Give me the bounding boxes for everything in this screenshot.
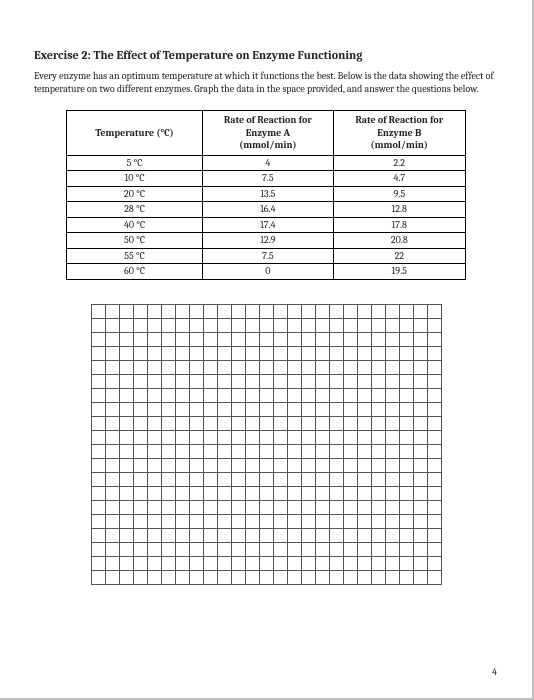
table-row: 40 °C17.417.8 — [67, 217, 465, 233]
table-header: Rate of Reaction forEnzyme A(mmol/min) — [202, 111, 333, 156]
table-cell: 17.4 — [202, 217, 333, 233]
blank-graph-grid — [91, 304, 442, 585]
table-cell: 16.4 — [202, 202, 333, 218]
table-cell: 55 °C — [67, 248, 202, 264]
page-number: 4 — [492, 666, 497, 678]
table-cell: 40 °C — [67, 217, 202, 233]
table-cell: 50 °C — [67, 233, 202, 249]
table-cell: 20.8 — [334, 233, 465, 249]
table-cell: 9.5 — [334, 186, 465, 202]
table-row: 5 °C42.2 — [67, 155, 465, 171]
table-row: 50 °C12.920.8 — [67, 233, 465, 249]
intro-paragraph: Every enzyme has an optimum temperature … — [34, 70, 498, 96]
table-row: 28 °C16.412.8 — [67, 202, 465, 218]
table-cell: 0 — [202, 264, 333, 280]
data-table: Temperature (°C)Rate of Reaction forEnzy… — [66, 110, 465, 280]
table-cell: 28 °C — [67, 202, 202, 218]
table-cell: 12.9 — [202, 233, 333, 249]
table-cell: 5 °C — [67, 155, 202, 171]
page: Exercise 2: The Effect of Temperature on… — [0, 0, 534, 700]
table-cell: 10 °C — [67, 171, 202, 187]
table-row: 60 °C019.5 — [67, 264, 465, 280]
table-cell: 4 — [202, 155, 333, 171]
table-cell: 7.5 — [202, 248, 333, 264]
table-cell: 60 °C — [67, 264, 202, 280]
table-cell: 22 — [334, 248, 465, 264]
table-cell: 12.8 — [334, 202, 465, 218]
table-cell: 13.5 — [202, 186, 333, 202]
table-cell: 7.5 — [202, 171, 333, 187]
table-row: 10 °C7.54.7 — [67, 171, 465, 187]
table-cell: 2.2 — [334, 155, 465, 171]
table-cell: 19.5 — [334, 264, 465, 280]
table-cell: 20 °C — [67, 186, 202, 202]
table-row: 55 °C7.522 — [67, 248, 465, 264]
table-row: 20 °C13.59.5 — [67, 186, 465, 202]
table-cell: 17.8 — [334, 217, 465, 233]
table-header: Temperature (°C) — [67, 111, 202, 156]
table-header: Rate of Reaction forEnzyme B(mmol/min) — [334, 111, 465, 156]
graph-area — [34, 304, 498, 585]
table-cell: 4.7 — [334, 171, 465, 187]
exercise-title: Exercise 2: The Effect of Temperature on… — [34, 48, 498, 62]
